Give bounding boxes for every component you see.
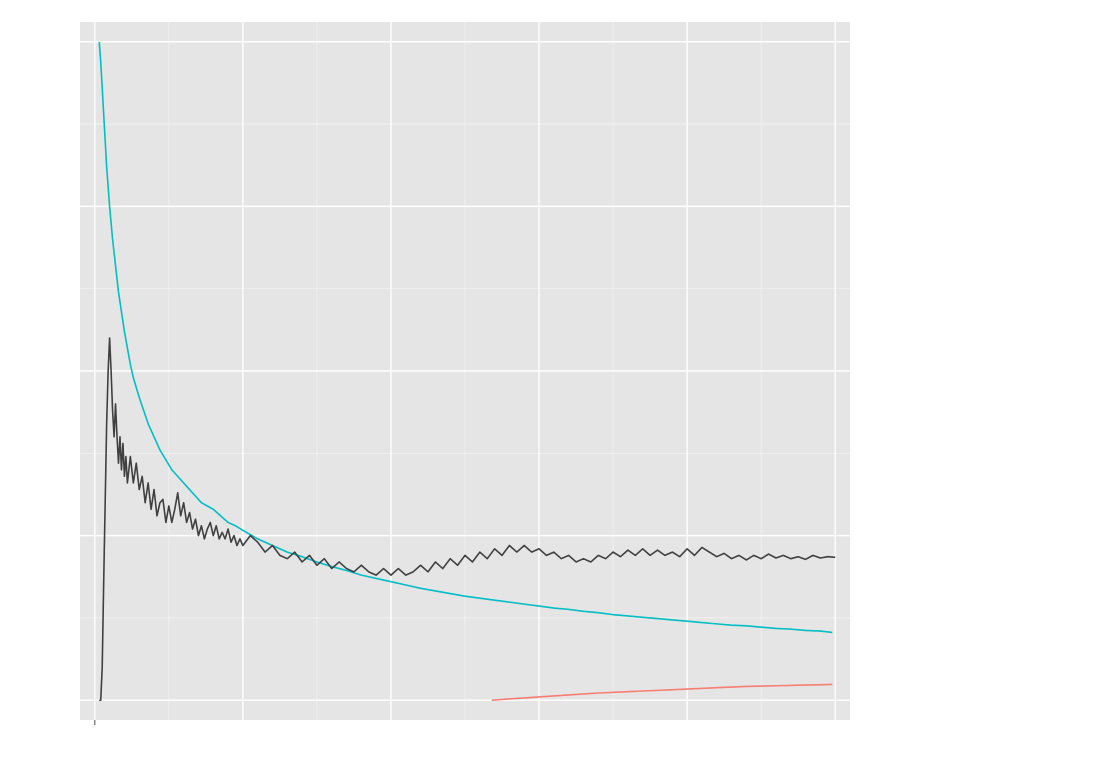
chart-container [0,0,1098,784]
chart-svg [0,0,1098,784]
